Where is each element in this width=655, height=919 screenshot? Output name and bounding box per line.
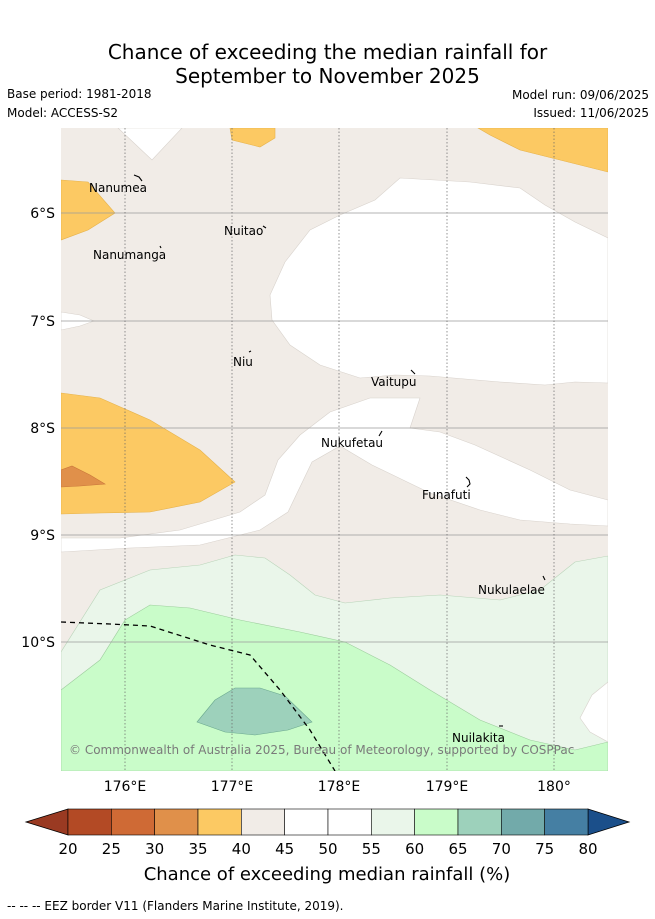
white-band-middle: [61, 397, 608, 553]
white-patch-bottom-right: [579, 681, 608, 743]
colorbar-segment: [371, 808, 415, 836]
colorbar-segment: [544, 808, 589, 836]
lat-label-9s: 9°S: [30, 528, 55, 544]
colorbar-segment: [457, 808, 502, 836]
place-niu: Niu: [233, 355, 253, 369]
colorbar-segment: [327, 808, 372, 836]
colorbar-tick-label: 75: [535, 840, 554, 858]
place-nuitao: Nuitao: [224, 224, 263, 238]
place-nuilakita: Nuilakita: [452, 731, 505, 745]
colorbar-segment: [414, 808, 459, 836]
white-region-central: [269, 177, 608, 386]
colorbar-over-arrow: [587, 808, 631, 836]
white-notch-top: [117, 128, 183, 161]
place-nukufetau: Nukufetau: [321, 436, 383, 450]
colorbar-tick-label: 45: [275, 840, 294, 858]
longitude-labels: 176°E 177°E 178°E 179°E 180°: [104, 779, 571, 795]
island-nanumanga: [159, 245, 162, 249]
island-vaitupu: [410, 369, 416, 375]
colorbar-tick-label: 20: [58, 840, 77, 858]
longitude-lines: [124, 128, 555, 771]
island-niu: [248, 350, 252, 353]
latitude-labels: 6°S 7°S 8°S 9°S 10°S: [21, 206, 55, 651]
island-markers: [133, 174, 546, 727]
colorbar-tick-label: 50: [318, 840, 337, 858]
green-region: [61, 604, 608, 771]
place-nanumea: Nanumea: [89, 181, 147, 195]
map-title: Chance of exceeding the median rainfall …: [0, 40, 655, 88]
colorbar-segment: [197, 808, 242, 836]
colorbar-segment: [111, 808, 155, 836]
lat-label-6s: 6°S: [30, 206, 55, 222]
lon-label-180: 180°: [537, 779, 571, 795]
lon-label-179e: 179°E: [426, 779, 469, 795]
copyright-text: © Commonwealth of Australia 2025, Bureau…: [69, 743, 574, 757]
colorbar-title: Chance of exceeding median rainfall (%): [144, 864, 511, 885]
colorbar-tick-label: 25: [102, 840, 121, 858]
title-line-1: Chance of exceeding the median rainfall …: [107, 40, 548, 64]
place-funafuti: Funafuti: [422, 488, 471, 502]
island-nukufetau: [378, 430, 383, 437]
place-nanumanga: Nanumanga: [93, 248, 166, 262]
title-line-2: September to November 2025: [175, 64, 480, 88]
colorbar-tick-label: 40: [232, 840, 251, 858]
colorbar-under-arrow: [24, 808, 69, 836]
colorbar-tick-label: 30: [145, 840, 164, 858]
eez-footnote: -- -- -- EEZ border V11 (Flanders Marine…: [7, 899, 344, 913]
lat-label-8s: 8°S: [30, 421, 55, 437]
lon-label-178e: 178°E: [318, 779, 361, 795]
latitude-lines: [61, 212, 608, 643]
colorbar-segment: [241, 808, 285, 836]
lat-label-10s: 10°S: [21, 635, 55, 651]
lon-label-177e: 177°E: [211, 779, 254, 795]
colorbar-tick-label: 55: [362, 840, 381, 858]
place-vaitupu: Vaitupu: [371, 375, 417, 389]
colorbar-segment: [67, 808, 112, 836]
lat-label-7s: 7°S: [30, 314, 55, 330]
colorbar-tick-label: 65: [448, 840, 467, 858]
dark-orange-region: [61, 465, 106, 488]
colorbar-tick-label: 80: [578, 840, 597, 858]
eez-border: [61, 621, 336, 771]
colorbar-segment: [284, 808, 329, 836]
colorbar-tick-label: 70: [492, 840, 511, 858]
island-nanumea: [133, 174, 143, 182]
model-name: Model: ACCESS-S2: [7, 106, 119, 120]
orange-region-top-left: [61, 179, 116, 241]
colorbar-tick-label: 60: [405, 840, 424, 858]
orange-region-top-center: [229, 128, 276, 148]
model-run: Model run: 09/06/2025: [511, 88, 649, 102]
issued-date: Issued: 11/06/2025: [533, 106, 649, 120]
colorbar: 20 25 30 35 40 45 50 55 60 65 70 75 80: [24, 808, 631, 858]
island-funafuti: [465, 476, 471, 488]
colorbar-segment: [501, 808, 545, 836]
island-nukulaelae: [542, 575, 546, 581]
map-contours: Nanumea Nuitao Nanumanga Niu Vaitupu Nuk…: [61, 128, 608, 771]
base-period: Base period: 1981-2018: [7, 87, 152, 101]
orange-region-top-right: [477, 128, 608, 173]
island-nuitao: [262, 225, 267, 229]
colorbar-tick-label: 35: [188, 840, 207, 858]
lon-label-176e: 176°E: [104, 779, 147, 795]
place-nukulaelae: Nukulaelae: [478, 583, 545, 597]
colorbar-segment: [154, 808, 199, 836]
teal-region: [196, 687, 313, 736]
